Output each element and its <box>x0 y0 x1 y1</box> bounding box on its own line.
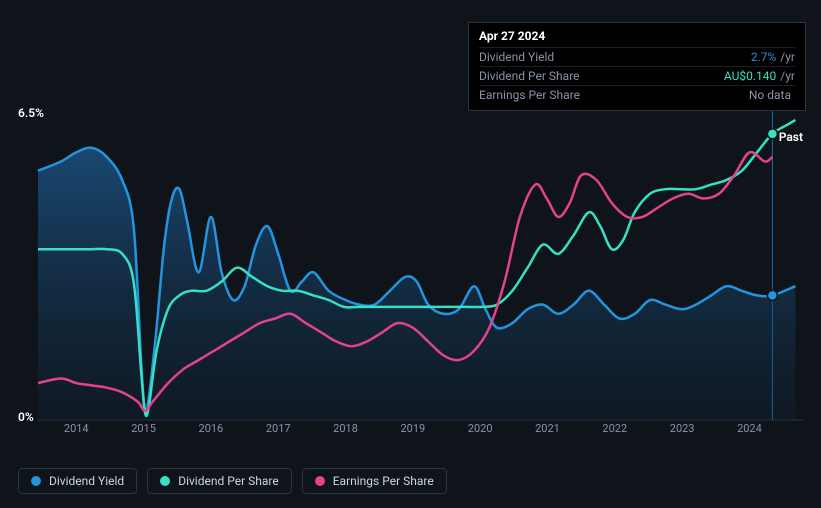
tooltip-row-value: AU$0.140 /yr <box>724 69 795 83</box>
legend-swatch <box>160 476 170 486</box>
tooltip-row-label: Dividend Yield <box>479 50 554 64</box>
x-axis-tick: 2015 <box>131 422 156 435</box>
legend-item-dividend-yield[interactable]: Dividend Yield <box>18 468 137 494</box>
tooltip-value-unit: /yr <box>780 69 795 83</box>
legend-swatch <box>315 476 325 486</box>
x-axis-tick: 2021 <box>535 422 560 435</box>
tooltip-row: Dividend Yield 2.7% /yr <box>479 47 795 66</box>
x-axis: 2014 2015 2016 2017 2018 2019 2020 2021 2022 2023… <box>18 422 803 442</box>
tooltip-row-value: 2.7% /yr <box>751 50 795 64</box>
x-axis-tick: 2014 <box>64 422 89 435</box>
tooltip-row: Dividend Per Share AU$0.140 /yr <box>479 66 795 85</box>
legend-label: Earnings Per Share <box>333 474 434 488</box>
chart-area: 6.5% 0% Past 201420152016201720182019202… <box>18 100 803 430</box>
legend-item-earnings-per-share[interactable]: Earnings Per Share <box>302 468 447 494</box>
x-axis-tick: 2017 <box>266 422 291 435</box>
chart-tooltip: Apr 27 2024 Dividend Yield 2.7% /yr Divi… <box>468 22 806 111</box>
legend-label: Dividend Per Share <box>178 474 279 488</box>
tooltip-row-value: No data <box>749 88 795 102</box>
dividend-per-share-marker <box>767 129 777 139</box>
tooltip-row: Earnings Per Share No data <box>479 85 795 104</box>
tooltip-row-label: Earnings Per Share <box>479 88 580 102</box>
x-axis-tick: 2019 <box>400 422 425 435</box>
tooltip-row-label: Dividend Per Share <box>479 69 580 83</box>
x-axis-tick: 2024 <box>737 422 762 435</box>
tooltip-value-num: AU$0.140 <box>724 69 776 83</box>
legend-label: Dividend Yield <box>49 474 124 488</box>
legend-swatch <box>31 476 41 486</box>
tooltip-value-num: 2.7% <box>751 50 776 64</box>
x-axis-tick: 2020 <box>468 422 493 435</box>
x-axis-tick: 2023 <box>670 422 695 435</box>
legend: Dividend Yield Dividend Per Share Earnin… <box>18 468 447 494</box>
x-axis-tick: 2022 <box>602 422 627 435</box>
x-axis-tick: 2016 <box>199 422 224 435</box>
y-axis-max-label: 6.5% <box>18 106 44 120</box>
tooltip-value-num: No data <box>749 88 791 102</box>
x-axis-tick: 2018 <box>333 422 358 435</box>
tooltip-date: Apr 27 2024 <box>479 29 795 43</box>
dividend-yield-marker <box>767 290 777 300</box>
legend-item-dividend-per-share[interactable]: Dividend Per Share <box>147 468 292 494</box>
chart-svg[interactable] <box>38 120 803 420</box>
tooltip-value-unit: /yr <box>780 50 795 64</box>
